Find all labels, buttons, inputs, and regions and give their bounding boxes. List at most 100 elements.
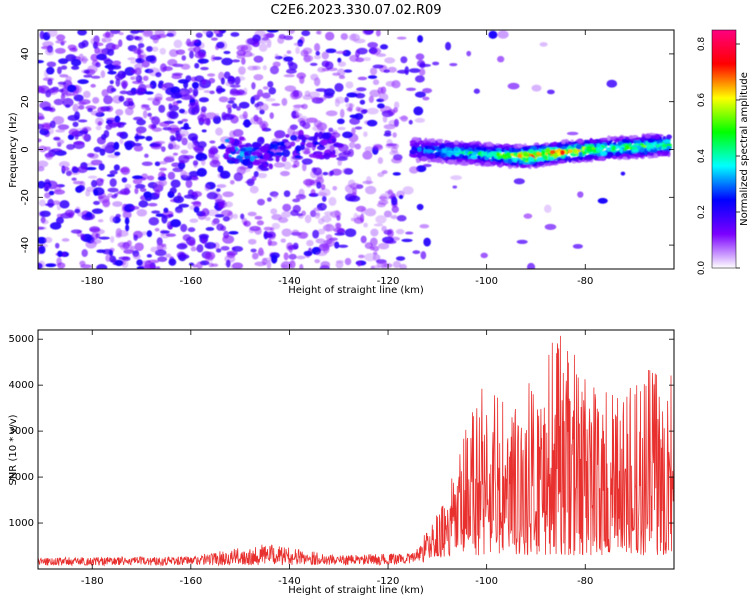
heatmap-cell [209,159,221,168]
heatmap-cell [261,92,271,99]
heatmap-cell [87,152,95,158]
heatmap-cell [66,143,76,150]
heatmap-cell [275,155,280,163]
heatmap-cell [281,155,287,163]
heatmap-cell [413,106,424,116]
heatmap-cell [315,211,321,217]
heatmap-cell [570,157,578,162]
heatmap-cell [364,253,377,262]
heatmap-cell [194,51,206,59]
heatmap-cell [90,179,98,188]
heatmap-cell [194,104,200,114]
heatmap-cell [95,62,101,68]
heatmap-cell [246,178,255,187]
heatmap-cell [150,246,159,253]
heatmap-cell [252,65,261,71]
heatmap-cell [155,213,165,218]
heatmap-cell [229,130,236,139]
heatmap-cell [654,133,661,140]
heatmap-cell [305,117,318,123]
figure-title: C2E6.2023.330.07.02.R09 [270,3,441,18]
heatmap-cell [292,198,301,203]
heatmap-cell [340,33,348,41]
heatmap-cell [152,98,161,106]
heatmap-cell [198,233,210,240]
heatmap-cell [595,146,603,152]
heatmap-cell [571,141,579,145]
heatmap-cell [544,223,557,231]
heatmap-cell [382,114,388,123]
heatmap-cell [239,147,247,152]
heatmap-cell [120,80,129,88]
heatmap-cell [517,153,523,159]
heatmap-cell [560,154,566,159]
colorbar-ticks: 0.0 0.2 0.4 0.6 0.8 [697,37,740,275]
heatmap-cell [218,202,225,209]
heatmap-cell [291,110,297,119]
heatmap-cell [44,192,51,199]
heatmap-cell [59,74,69,78]
heatmap-cell [612,141,617,145]
heatmap-cell [142,30,153,38]
heatmap-cell [95,177,104,187]
heatmap-cell [168,258,177,266]
heatmap-cell [114,151,121,156]
heatmap-cell [213,30,221,35]
heatmap-cell [634,137,639,141]
heatmap-cell [254,261,267,267]
heatmap-cell [124,107,134,116]
heatmap-y-tick-label: -40 [20,237,31,253]
heatmap-cell [633,139,641,144]
heatmap-cell [297,134,306,140]
heatmap-cell [461,160,466,166]
heatmap-cell [280,264,288,268]
heatmap-cell [257,172,268,179]
snr-x-tick-label: -120 [377,576,400,587]
heatmap-cell [336,68,346,77]
heatmap-cell [261,123,267,132]
heatmap-cell [38,236,47,245]
heatmap-cell [170,179,181,188]
heatmap-ticks: -180 -160 -140 -120 -100 -80 -40 -20 0 20 40 [20,30,674,287]
heatmap-cell [392,172,401,176]
heatmap-cell [253,74,264,81]
heatmap-cell [50,148,63,153]
heatmap-cell [209,140,216,144]
heatmap-cell [578,156,584,161]
heatmap-cell [141,59,150,68]
heatmap-cell [354,126,363,130]
heatmap-cell [219,30,227,34]
heatmap-cell [57,81,67,85]
heatmap-cell [465,145,470,150]
heatmap-cell [320,183,326,191]
heatmap-cell [231,59,241,63]
heatmap-cell [79,260,86,266]
heatmap-cell [223,50,231,55]
colorbar-gradient [711,29,737,269]
heatmap-cell [226,137,235,144]
heatmap-cell [362,30,374,36]
heatmap-cell [223,71,231,79]
heatmap-cell [56,216,64,225]
heatmap-cell [346,92,358,98]
heatmap-cell [154,30,166,36]
heatmap-cell [353,38,366,44]
heatmap-cell [272,61,281,68]
heatmap-cell [490,161,497,166]
heatmap-cell [292,204,301,213]
heatmap-cell [325,110,338,117]
heatmap-cell [146,254,152,258]
heatmap-cell [288,253,297,260]
snr-x-tick-label: -100 [475,576,498,587]
heatmap-cell [419,68,426,76]
heatmap-cell [281,228,292,237]
heatmap-cell [161,83,168,91]
heatmap-cell [130,75,140,80]
heatmap-cell [321,133,332,140]
heatmap-cell [481,150,488,157]
heatmap-cell [56,213,63,219]
heatmap-cell [162,127,173,131]
heatmap-cell [363,222,368,228]
heatmap-cell [85,190,91,197]
heatmap-cell [401,238,413,243]
